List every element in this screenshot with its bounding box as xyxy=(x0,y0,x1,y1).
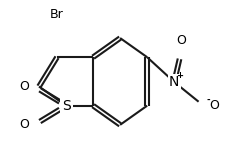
Text: O: O xyxy=(19,80,29,93)
Text: O: O xyxy=(176,34,186,47)
Text: S: S xyxy=(62,99,70,113)
Text: Br: Br xyxy=(50,8,64,21)
Text: N: N xyxy=(169,75,179,89)
Text: +: + xyxy=(176,71,183,80)
Text: O: O xyxy=(19,118,29,131)
Text: -: - xyxy=(207,96,210,105)
Text: O: O xyxy=(209,99,219,112)
